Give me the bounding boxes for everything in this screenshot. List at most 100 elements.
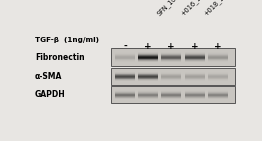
Bar [138,52,158,53]
Bar [161,60,181,61]
Bar [115,80,135,81]
Bar [208,75,228,76]
Bar [138,80,158,81]
Bar [115,58,135,59]
Bar [161,78,181,79]
Bar [185,92,205,93]
Text: SFN_10: SFN_10 [156,0,178,17]
Bar [208,56,228,57]
Bar [185,80,205,81]
Bar [161,58,181,59]
Bar [138,94,158,95]
Bar [185,72,205,73]
Bar [185,58,205,59]
Text: +016_10: +016_10 [179,0,205,17]
Bar [138,90,158,91]
Bar [115,57,135,58]
Bar [208,72,228,73]
Bar [138,55,158,56]
Bar [161,93,181,94]
Bar [115,53,135,54]
Bar [185,60,205,61]
Bar [161,61,181,62]
Bar [185,55,205,56]
Bar [138,95,158,96]
Bar [115,76,135,77]
Bar [185,93,205,94]
Bar [208,96,228,97]
Text: α-SMA: α-SMA [35,72,62,81]
Bar [185,78,205,79]
Bar [115,95,135,96]
Bar [161,91,181,92]
Bar [185,96,205,97]
Bar [185,61,205,62]
Bar [185,74,205,75]
Bar [115,96,135,97]
Bar [208,52,228,53]
Bar [161,57,181,58]
Bar [138,98,158,99]
Bar [185,56,205,57]
Bar [161,95,181,96]
Text: +: + [144,42,152,51]
Bar [138,57,158,58]
Bar [138,97,158,98]
Bar [208,57,228,58]
Bar [161,53,181,54]
Bar [208,94,228,95]
Bar [115,94,135,95]
Bar [115,52,135,53]
Bar [138,53,158,54]
Bar [185,79,205,80]
Bar [138,60,158,61]
Bar [138,91,158,92]
Bar [208,95,228,96]
Bar [208,74,228,75]
Bar [115,56,135,57]
Bar [208,53,228,54]
Bar [161,72,181,73]
Bar [161,59,181,60]
Bar [208,77,228,78]
Bar [208,93,228,94]
Bar [208,55,228,56]
Bar [208,54,228,55]
Bar [208,76,228,77]
Bar [115,55,135,56]
Bar [185,98,205,99]
Bar [115,97,135,98]
Bar [111,48,235,66]
Bar [115,61,135,62]
Bar [185,90,205,91]
Bar [115,77,135,78]
Bar [208,59,228,60]
Bar [185,97,205,98]
Bar [161,94,181,95]
Bar [138,75,158,76]
Bar [185,95,205,96]
Bar [111,86,235,103]
Bar [115,98,135,99]
Bar [208,58,228,59]
Bar [161,55,181,56]
Bar [161,77,181,78]
Bar [138,72,158,73]
Bar [115,78,135,79]
Bar [208,98,228,99]
Text: +: + [191,42,198,51]
Bar [161,54,181,55]
Bar [115,59,135,60]
Bar [115,93,135,94]
Bar [161,80,181,81]
Bar [161,96,181,97]
Text: +018_10: +018_10 [203,0,229,17]
Bar [185,94,205,95]
Bar [115,90,135,91]
Bar [161,98,181,99]
Bar [185,76,205,77]
Bar [138,59,158,60]
Bar [208,79,228,80]
Bar [138,92,158,93]
Bar [138,61,158,62]
